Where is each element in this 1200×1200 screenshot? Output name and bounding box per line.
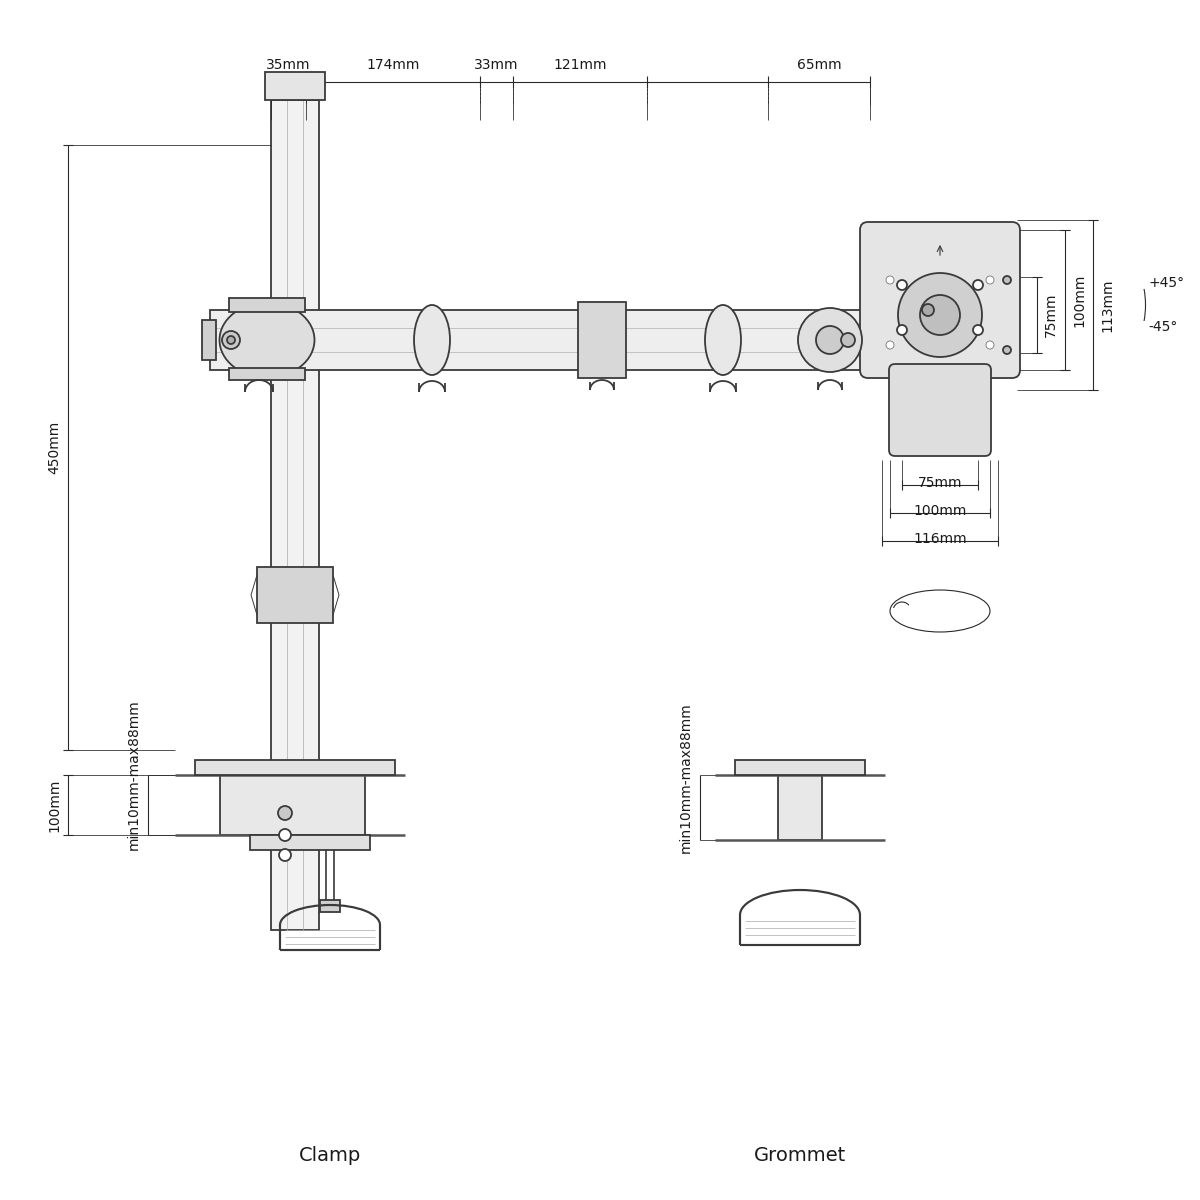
Ellipse shape	[220, 302, 314, 378]
Bar	[194, 760, 395, 775]
Circle shape	[973, 325, 983, 335]
Bar	[250, 835, 370, 850]
Text: 100mm: 100mm	[47, 779, 61, 832]
Text: 116mm: 116mm	[913, 532, 967, 546]
Bar	[320, 900, 340, 912]
Text: min10mm-max88mm: min10mm-max88mm	[679, 702, 694, 853]
Circle shape	[973, 280, 983, 290]
Ellipse shape	[414, 305, 450, 374]
Text: 100mm: 100mm	[913, 504, 967, 518]
Text: 450mm: 450mm	[47, 421, 61, 474]
Circle shape	[1003, 276, 1010, 284]
Bar	[229, 298, 305, 312]
Bar	[257, 566, 334, 623]
Text: 75mm: 75mm	[1044, 293, 1058, 337]
Circle shape	[798, 308, 862, 372]
Text: Clamp: Clamp	[299, 1146, 361, 1165]
Circle shape	[986, 341, 994, 349]
Circle shape	[278, 850, 292, 862]
Text: +45°: +45°	[1148, 276, 1184, 290]
Circle shape	[922, 304, 934, 316]
Text: 35mm: 35mm	[266, 58, 311, 72]
Circle shape	[816, 326, 844, 354]
Bar	[202, 320, 216, 360]
Circle shape	[227, 336, 235, 344]
Text: Grommet: Grommet	[754, 1146, 846, 1165]
Text: 360°: 360°	[922, 604, 959, 618]
Text: min10mm-max88mm: min10mm-max88mm	[127, 700, 142, 851]
Bar	[229, 368, 305, 380]
Circle shape	[1003, 346, 1010, 354]
Circle shape	[898, 325, 907, 335]
Text: 100mm: 100mm	[1072, 274, 1086, 326]
Bar	[265, 72, 325, 100]
Text: 33mm: 33mm	[474, 58, 518, 72]
Circle shape	[920, 295, 960, 335]
Text: 121mm: 121mm	[553, 58, 607, 72]
Bar	[578, 302, 626, 378]
Circle shape	[841, 332, 854, 347]
Circle shape	[278, 806, 292, 820]
Circle shape	[886, 341, 894, 349]
Circle shape	[898, 272, 982, 358]
Bar	[778, 775, 822, 840]
Bar	[210, 310, 870, 370]
Bar	[734, 760, 865, 775]
Text: 174mm: 174mm	[366, 58, 420, 72]
Circle shape	[986, 276, 994, 284]
Circle shape	[278, 829, 292, 841]
FancyBboxPatch shape	[889, 364, 991, 456]
Bar	[220, 775, 365, 835]
Text: 65mm: 65mm	[797, 58, 841, 72]
Circle shape	[886, 276, 894, 284]
Circle shape	[898, 280, 907, 290]
Ellipse shape	[890, 590, 990, 632]
Text: -45°: -45°	[1148, 320, 1177, 334]
FancyBboxPatch shape	[860, 222, 1020, 378]
Bar	[271, 100, 319, 930]
Text: 75mm: 75mm	[918, 476, 962, 490]
Text: 113mm: 113mm	[1100, 278, 1114, 331]
Circle shape	[222, 331, 240, 349]
Ellipse shape	[706, 305, 742, 374]
